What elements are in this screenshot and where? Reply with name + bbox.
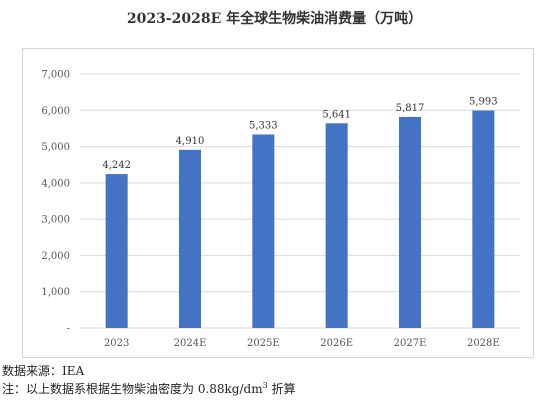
data-label-2025E: 5,333 — [249, 120, 278, 131]
data-label-2028E: 5,993 — [469, 97, 498, 108]
data-label-2026E: 5,641 — [322, 109, 351, 120]
conversion-note: 注：以上数据系根据生物柴油密度为 0.88kg/dm3 折算 — [2, 380, 296, 397]
data-label-2023: 4,242 — [102, 160, 131, 171]
data-label-2024E: 4,910 — [176, 136, 205, 147]
y-tick-label: 3,000 — [41, 215, 70, 226]
x-tick-label-2027E: 2027E — [394, 338, 427, 349]
data-source-note: 数据来源：IEA — [2, 364, 85, 378]
conversion-note-superscript: 3 — [262, 381, 268, 390]
y-tick-label: 5,000 — [41, 142, 70, 153]
x-tick-label-2024E: 2024E — [174, 338, 207, 349]
y-tick-label: 7,000 — [41, 70, 70, 81]
bar-2026E — [325, 123, 348, 328]
data-label-2027E: 5,817 — [396, 103, 425, 114]
bar-2025E — [252, 134, 275, 328]
chart-title: 2023-2028E 年全球生物柴油消费量（万吨） — [126, 11, 423, 27]
x-tick-label-2025E: 2025E — [247, 338, 280, 349]
conversion-note-text: 注：以上数据系根据生物柴油密度为 0.88kg/dm — [2, 382, 263, 396]
y-tick-label: 1,000 — [41, 287, 70, 298]
y-tick-label: 6,000 — [41, 106, 70, 117]
chart-frame — [22, 48, 534, 358]
bar-2027E — [399, 116, 421, 329]
x-tick-label-2028E: 2028E — [467, 338, 500, 349]
y-tick-label: - — [67, 324, 70, 335]
conversion-note-suffix: 折算 — [267, 382, 296, 396]
x-tick-label-2026E: 2026E — [320, 338, 353, 349]
x-tick-label-2023: 2023 — [104, 338, 129, 349]
bar-2024E — [179, 149, 201, 328]
bar-2028E — [472, 110, 495, 329]
y-tick-label: 2,000 — [41, 251, 70, 262]
bar-2023 — [105, 174, 128, 328]
y-tick-label: 4,000 — [41, 178, 70, 189]
